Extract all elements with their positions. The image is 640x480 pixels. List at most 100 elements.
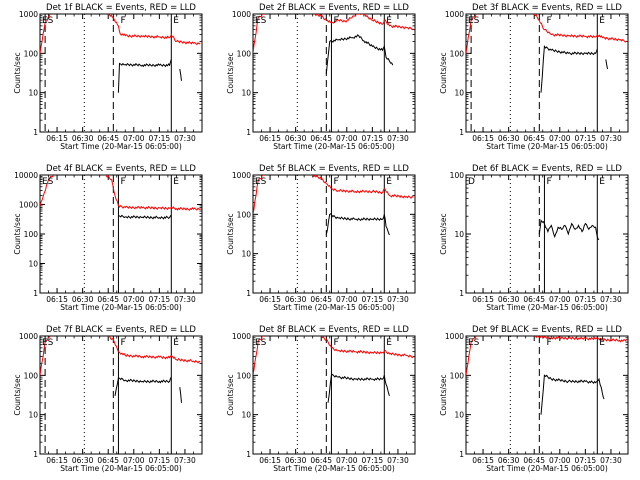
x-tick-label: 06:45 xyxy=(97,456,119,465)
time-marker-label: F xyxy=(120,16,125,26)
y-axis-label: Counts/sec xyxy=(439,52,448,93)
x-axis-label: Start Time (20-Mar-15 06:05:00) xyxy=(273,142,395,151)
y-tick-label: 10 xyxy=(241,250,251,259)
x-axis-label: Start Time (20-Mar-15 06:05:00) xyxy=(60,464,182,473)
x-tick-label: 07:00 xyxy=(123,134,145,143)
x-tick-label: 07:00 xyxy=(549,295,571,304)
events-series-line xyxy=(605,59,608,70)
axes-frame xyxy=(39,13,203,133)
events-series-line xyxy=(179,387,182,403)
x-tick-label: 06:45 xyxy=(310,456,332,465)
y-tick-label: 1 xyxy=(33,128,38,137)
panel-det-4f: Det 4f BLACK = Events, RED = LLD 1 10 100 10… xyxy=(13,164,203,312)
x-axis-label: Start Time (20-Mar-15 06:05:00) xyxy=(486,142,608,151)
x-tick-label: 07:00 xyxy=(123,456,145,465)
y-tick-label: 1 xyxy=(246,128,251,137)
x-tick-label: 06:15 xyxy=(472,456,494,465)
x-tick-label: 07:15 xyxy=(362,295,384,304)
x-tick-label: 07:15 xyxy=(575,134,597,143)
x-tick-label: 06:45 xyxy=(523,456,545,465)
x-tick-label: 06:45 xyxy=(97,295,119,304)
axes-frame xyxy=(465,335,629,455)
lld-series-line xyxy=(40,175,55,206)
x-tick-label: 06:30 xyxy=(285,295,307,304)
events-series-line xyxy=(325,213,390,236)
time-marker-label: F xyxy=(333,177,338,187)
y-tick-label: 1 xyxy=(33,450,38,459)
y-tick-label: 10 xyxy=(241,411,251,420)
y-tick-label: 1000 xyxy=(445,332,464,341)
x-tick-label: 06:45 xyxy=(523,295,545,304)
events-series-line xyxy=(325,34,394,74)
x-tick-label: 06:15 xyxy=(259,456,281,465)
x-tick-label: 07:30 xyxy=(387,295,409,304)
time-marker-label: F xyxy=(546,177,551,187)
time-marker-label: E xyxy=(599,177,605,187)
events-series-line xyxy=(327,373,390,403)
x-tick-label: 06:45 xyxy=(523,134,545,143)
x-tick-label: 07:15 xyxy=(575,456,597,465)
x-tick-label: 07:15 xyxy=(149,456,171,465)
x-tick-label: 07:15 xyxy=(149,295,171,304)
y-tick-label: 100 xyxy=(450,171,465,180)
y-tick-label: 10 xyxy=(454,411,464,420)
x-tick-label: 06:30 xyxy=(498,295,520,304)
time-marker-label: ES xyxy=(255,338,267,348)
x-tick-label: 07:30 xyxy=(600,134,622,143)
y-tick-label: 100 xyxy=(237,371,252,380)
x-tick-label: 06:15 xyxy=(46,456,68,465)
y-tick-label: 1 xyxy=(459,289,464,298)
lld-series-line xyxy=(253,336,264,376)
y-axis-label: Counts/sec xyxy=(439,374,448,415)
events-series-line xyxy=(540,45,598,93)
x-tick-label: 06:15 xyxy=(46,134,68,143)
lld-series-line xyxy=(108,336,201,364)
x-tick-label: 07:00 xyxy=(336,456,358,465)
y-axis-label: Counts/sec xyxy=(13,213,22,254)
y-tick-label: 10 xyxy=(28,411,38,420)
time-marker-label: E xyxy=(386,177,392,187)
x-tick-label: 06:15 xyxy=(472,134,494,143)
panel-det-1f: Det 1f BLACK = Events, RED = LLD 1 10 100 10… xyxy=(13,3,203,151)
time-marker-label: F xyxy=(333,338,338,348)
time-marker-label: ES xyxy=(255,16,267,26)
y-axis-label: Counts/sec xyxy=(13,52,22,93)
y-axis-label: Counts/sec xyxy=(439,213,448,254)
lld-series-line xyxy=(534,336,627,343)
y-tick-label: 1 xyxy=(246,450,251,459)
events-series-line xyxy=(114,376,172,396)
x-tick-label: 06:30 xyxy=(72,295,94,304)
data-area xyxy=(253,175,414,236)
lld-series-line xyxy=(253,14,264,54)
lld-series-line xyxy=(466,336,477,376)
x-tick-label: 06:30 xyxy=(72,456,94,465)
x-tick-label: 07:15 xyxy=(149,134,171,143)
panel-title: Det 3f BLACK = Events, RED = LLD xyxy=(472,3,622,13)
axes-frame xyxy=(39,335,203,455)
data-area xyxy=(466,336,627,415)
panel-det-3f: Det 3f BLACK = Events, RED = LLD 1 10 100 10… xyxy=(439,3,629,151)
y-tick-label: 1000 xyxy=(445,10,464,19)
data-area xyxy=(538,218,600,241)
x-tick-label: 06:15 xyxy=(259,295,281,304)
y-tick-label: 10 xyxy=(454,230,464,239)
x-tick-label: 07:15 xyxy=(362,456,384,465)
y-tick-label: 1000 xyxy=(232,332,251,341)
x-tick-label: 07:30 xyxy=(600,456,622,465)
y-axis-label: Counts/sec xyxy=(13,374,22,415)
time-marker-label: ES xyxy=(42,338,54,348)
panel-det-9f: Det 9f BLACK = Events, RED = LLD 1 10 100 10… xyxy=(439,325,629,473)
axes-frame xyxy=(465,13,629,133)
axes-frame xyxy=(39,174,203,294)
y-tick-label: 100 xyxy=(237,210,252,219)
panel-det-7f: Det 7f BLACK = Events, RED = LLD 1 10 100 10… xyxy=(13,325,203,473)
x-tick-label: 07:30 xyxy=(600,295,622,304)
y-tick-label: 100 xyxy=(24,49,39,58)
panel-title: Det 1f BLACK = Events, RED = LLD xyxy=(46,3,196,13)
panel-title: Det 9f BLACK = Events, RED = LLD xyxy=(472,325,622,335)
time-marker-label: F xyxy=(333,16,338,26)
panel-title: Det 2f BLACK = Events, RED = LLD xyxy=(259,3,409,13)
panel-title: Det 8f BLACK = Events, RED = LLD xyxy=(259,325,409,335)
y-tick-label: 1 xyxy=(33,289,38,298)
events-series-line xyxy=(117,59,172,93)
